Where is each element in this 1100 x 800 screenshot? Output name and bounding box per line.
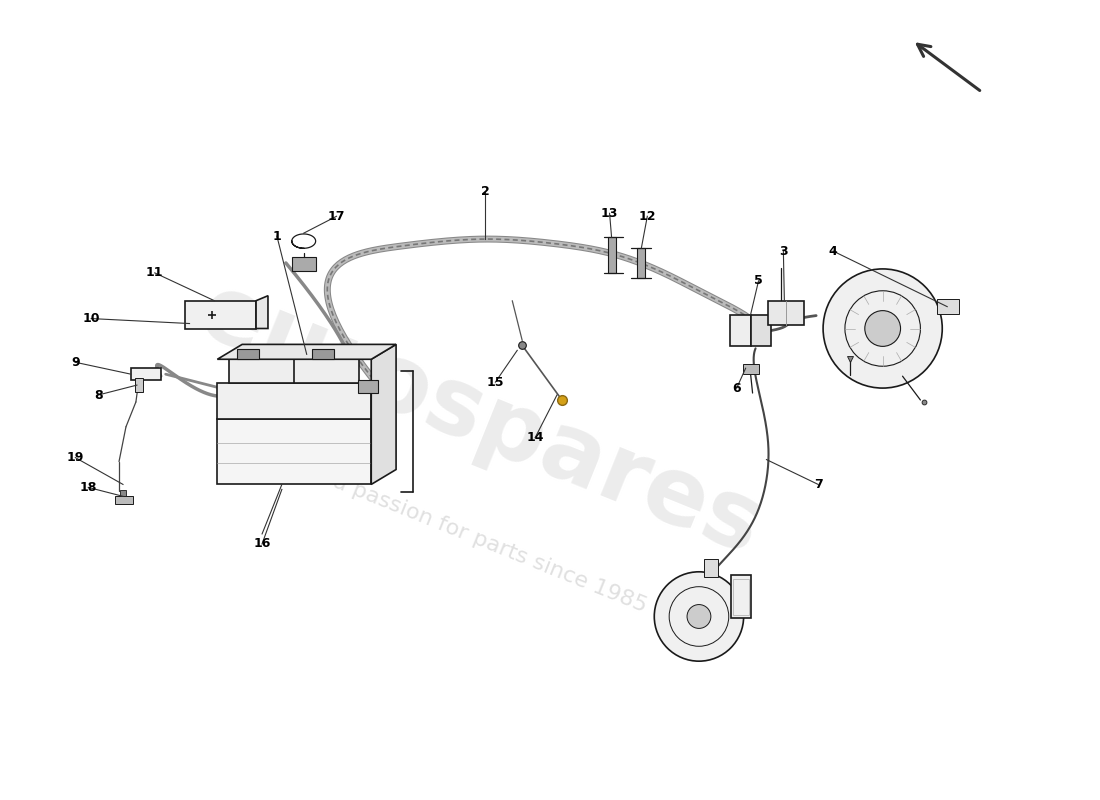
Polygon shape [218,383,372,419]
Bar [937,298,959,314]
Bar [750,314,771,346]
Text: 14: 14 [527,431,543,444]
Bar [311,350,333,359]
Text: 1: 1 [273,230,282,242]
Bar [135,378,143,392]
Text: 10: 10 [82,312,100,325]
Polygon shape [256,296,268,329]
Text: 6: 6 [733,382,741,394]
Bar [607,237,616,273]
Text: 5: 5 [755,274,763,287]
Bar [704,559,718,577]
Text: 4: 4 [828,245,837,258]
Polygon shape [185,301,256,329]
Circle shape [654,572,744,661]
Text: 3: 3 [779,245,788,258]
Circle shape [688,605,711,629]
Text: 13: 13 [601,207,618,220]
Bar [742,364,759,374]
Text: 9: 9 [72,356,79,369]
Text: 16: 16 [253,538,271,550]
Text: a passion for parts since 1985: a passion for parts since 1985 [330,472,650,616]
Bar [238,350,258,359]
Bar [116,496,133,504]
Bar [292,257,316,271]
Bar [359,379,378,394]
Text: 12: 12 [639,210,656,222]
Bar [131,368,161,380]
Text: 7: 7 [814,478,823,491]
Bar [637,248,646,278]
Polygon shape [372,344,396,485]
Bar [730,574,750,618]
Bar [729,314,750,346]
Text: eurospares: eurospares [186,266,774,574]
Text: 17: 17 [328,210,345,222]
Text: 18: 18 [79,481,97,494]
Circle shape [823,269,943,388]
Polygon shape [218,419,372,485]
Polygon shape [229,359,360,383]
Text: 8: 8 [94,389,102,402]
Bar [769,301,804,325]
Polygon shape [218,344,396,359]
Text: 15: 15 [486,376,504,389]
Circle shape [865,310,901,346]
Text: 19: 19 [67,451,84,464]
Bar [733,578,749,614]
Text: 11: 11 [146,266,164,279]
Text: 2: 2 [481,185,490,198]
